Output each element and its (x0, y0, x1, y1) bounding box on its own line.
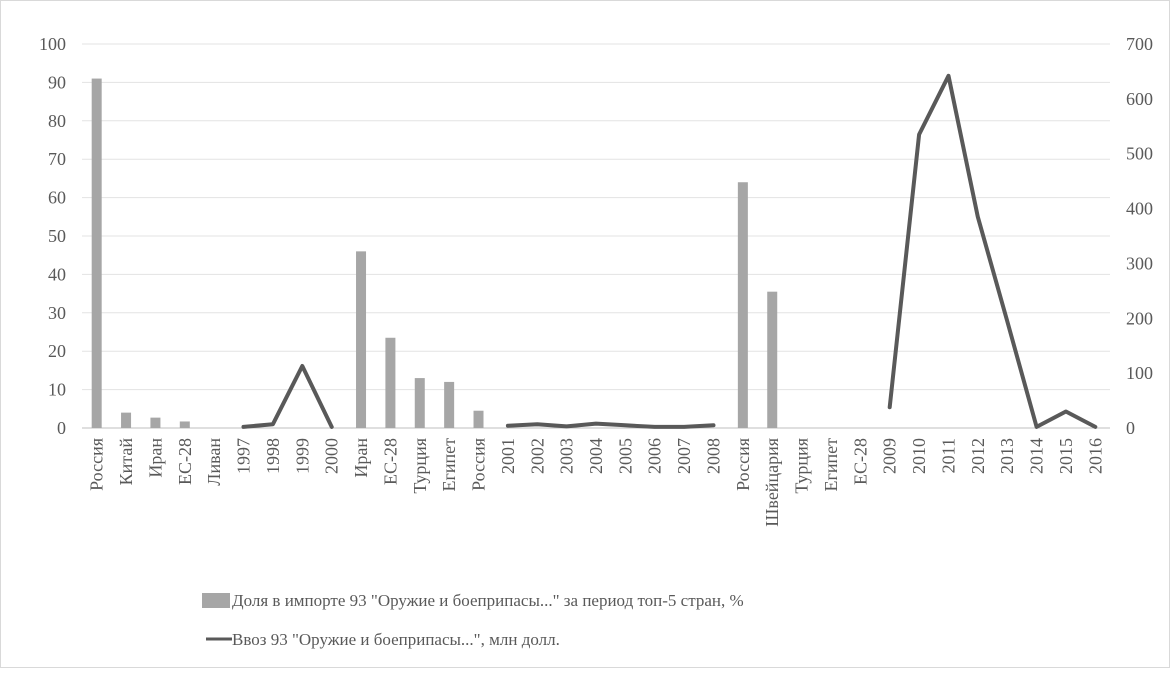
category-label: Россия (87, 438, 107, 491)
category-label: 2006 (645, 438, 665, 474)
category-label: Иран (145, 438, 165, 478)
category-label: 2014 (1027, 438, 1047, 474)
bar (767, 291, 778, 428)
category-label: 2003 (557, 438, 577, 474)
category-label: 2010 (909, 438, 929, 474)
gridlines (82, 43, 1110, 429)
category-label: ЕС-28 (380, 438, 400, 485)
category-label: 2000 (322, 438, 342, 474)
category-label: 1998 (263, 438, 283, 474)
category-label: Иран (351, 438, 371, 478)
line-segment (505, 421, 716, 429)
category-label: Египет (439, 438, 459, 492)
category-label: 2001 (498, 438, 518, 474)
category-label: 2007 (674, 438, 694, 474)
line-series (241, 73, 1098, 429)
category-label: 2016 (1085, 438, 1105, 474)
category-label: 2013 (997, 438, 1017, 474)
bar (385, 337, 396, 428)
category-labels: Россия Китай Иран ЕС-28 Ливан 1997 1998 1999 200… (87, 438, 1106, 527)
bar (91, 78, 102, 428)
legend-bar-swatch (202, 593, 230, 608)
left-tick-label: 80 (48, 111, 66, 131)
right-tick-label: 0 (1126, 418, 1135, 438)
left-tick-label: 50 (48, 226, 66, 246)
legend-bar-label: Доля в импорте 93 "Оружие и боеприпасы..… (232, 591, 744, 610)
category-label: 1999 (292, 438, 312, 474)
legend-item-bar: Доля в импорте 93 "Оружие и боеприпасы..… (202, 591, 744, 610)
category-label: 2015 (1056, 438, 1076, 474)
bar (356, 251, 367, 428)
category-label: ЕС-28 (175, 438, 195, 485)
category-label: 2008 (703, 438, 723, 474)
line-segment (241, 364, 334, 429)
left-tick-label: 60 (48, 188, 66, 208)
left-tick-label: 100 (39, 34, 66, 54)
left-tick-label: 90 (48, 72, 66, 92)
category-label: 2002 (527, 438, 547, 474)
line-segment (887, 73, 1098, 429)
right-tick-label: 300 (1126, 253, 1153, 273)
bar (473, 410, 484, 428)
right-tick-label: 200 (1126, 308, 1153, 328)
left-tick-label: 70 (48, 149, 66, 169)
right-tick-label: 700 (1126, 34, 1153, 54)
legend-item-line: Ввоз 93 "Оружие и боеприпасы...", млн до… (206, 630, 560, 649)
right-tick-label: 100 (1126, 363, 1153, 383)
legend-line-label: Ввоз 93 "Оружие и боеприпасы...", млн до… (232, 630, 560, 649)
category-label: ЕС-28 (850, 438, 870, 485)
right-axis-ticks: 0 100 200 300 400 500 600 700 (1126, 34, 1153, 438)
left-tick-label: 0 (57, 418, 66, 438)
category-label: Швейцария (762, 438, 782, 527)
category-label: Турция (410, 438, 430, 494)
left-tick-label: 10 (48, 380, 66, 400)
category-label: Китай (116, 438, 136, 486)
bar (444, 381, 455, 428)
left-tick-label: 40 (48, 264, 66, 284)
category-label: Ливан (204, 438, 224, 486)
category-label: 2005 (615, 438, 635, 474)
right-tick-label: 500 (1126, 144, 1153, 164)
category-label: Россия (733, 438, 753, 491)
category-label: Египет (821, 438, 841, 492)
bar (179, 421, 190, 428)
bar (121, 412, 132, 428)
left-tick-label: 20 (48, 341, 66, 361)
left-axis-ticks: 0 10 20 30 40 50 60 70 80 90 100 (39, 34, 66, 438)
bar (414, 378, 425, 428)
category-label: 1997 (234, 438, 254, 474)
category-label: 2004 (586, 438, 606, 474)
category-label: Турция (792, 438, 812, 494)
left-tick-label: 30 (48, 303, 66, 323)
bar-series (91, 78, 778, 428)
legend: Доля в импорте 93 "Оружие и боеприпасы..… (202, 591, 744, 649)
category-label: 2009 (880, 438, 900, 474)
bar (150, 417, 161, 428)
right-tick-label: 400 (1126, 199, 1153, 219)
right-tick-label: 600 (1126, 89, 1153, 109)
bar (737, 182, 748, 428)
category-label: 2012 (968, 438, 988, 474)
category-label: 2011 (938, 438, 958, 473)
category-label: Россия (469, 438, 489, 491)
